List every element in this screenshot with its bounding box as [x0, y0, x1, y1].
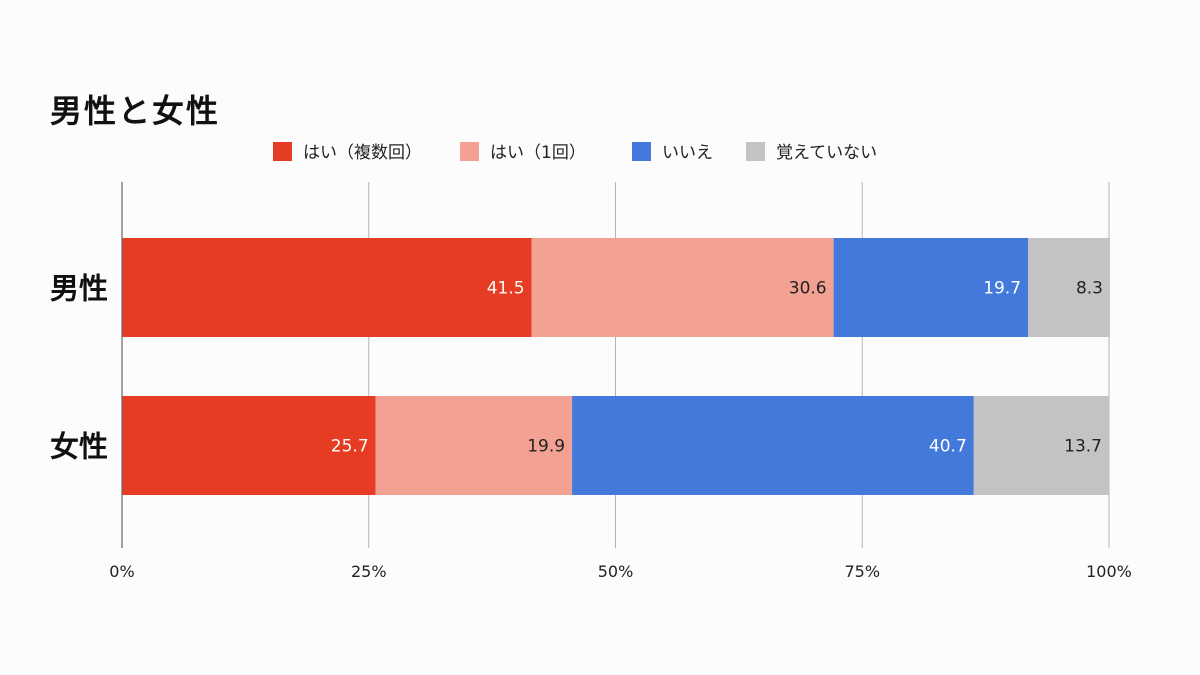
legend-label: 覚えていない — [776, 143, 877, 163]
y-category-label: 男性 — [50, 272, 108, 306]
data-label: 41.5 — [487, 279, 525, 299]
data-label: 19.7 — [983, 279, 1021, 299]
data-label: 19.9 — [527, 437, 565, 457]
x-tick-label: 75% — [844, 562, 880, 581]
data-label: 25.7 — [331, 437, 369, 457]
x-tick-label: 100% — [1086, 562, 1132, 581]
bar-segment — [572, 396, 974, 495]
legend-label: はい（複数回） — [303, 143, 422, 163]
x-tick-label: 25% — [351, 562, 387, 581]
bar-segment — [375, 396, 573, 495]
data-label: 13.7 — [1064, 437, 1102, 457]
chart-title: 男性と女性 — [50, 92, 221, 130]
bar-segment — [1028, 238, 1110, 337]
x-tick-label: 0% — [109, 562, 134, 581]
x-tick-label: 50% — [598, 562, 634, 581]
data-label: 8.3 — [1076, 279, 1103, 299]
data-label: 40.7 — [929, 437, 967, 457]
legend-swatch — [273, 142, 292, 161]
legend-swatch — [460, 142, 479, 161]
legend-label: はい（1回） — [490, 143, 586, 163]
legend-swatch — [632, 142, 651, 161]
bar-segment — [973, 396, 1109, 495]
legend-swatch — [746, 142, 765, 161]
bar-segment — [833, 238, 1029, 337]
legend-label: いいえ — [662, 143, 713, 163]
y-category-label: 女性 — [50, 430, 108, 464]
data-label: 30.6 — [789, 279, 827, 299]
bar-segment — [122, 238, 532, 337]
bar-segment — [122, 396, 376, 495]
bar-segment — [531, 238, 834, 337]
